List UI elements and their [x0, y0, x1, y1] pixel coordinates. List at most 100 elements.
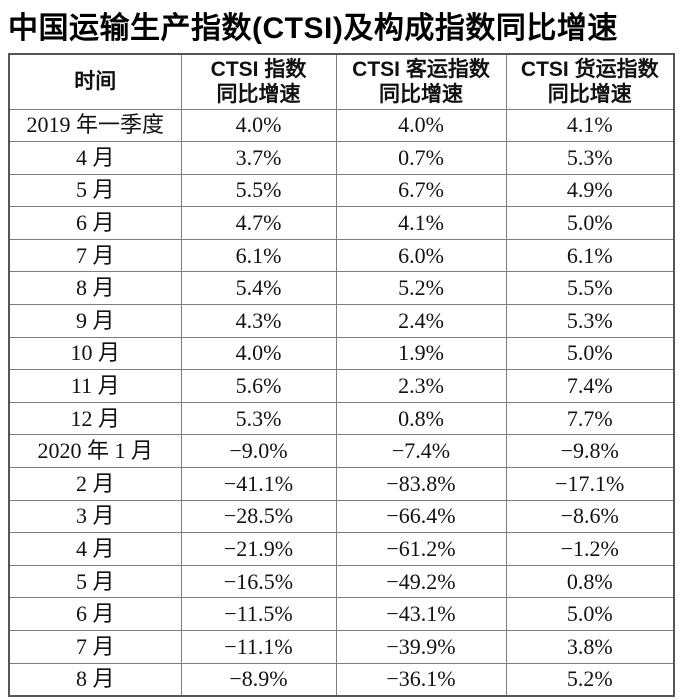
- cell-ctsi: 4.0%: [180, 336, 337, 371]
- header-cell-passenger: CTSI 客运指数 同比增速: [335, 53, 507, 110]
- cell-time: 6 月: [8, 206, 182, 240]
- cell-passenger: 4.0%: [335, 108, 507, 143]
- cell-time: 8 月: [8, 271, 182, 306]
- header-passenger-line1: CTSI 客运指数: [352, 57, 490, 81]
- cell-time: 9 月: [8, 304, 182, 338]
- cell-passenger: −43.1%: [335, 597, 507, 631]
- cell-ctsi: 3.7%: [180, 141, 337, 175]
- table-row: 12 月 5.3% 0.8% 7.7%: [8, 401, 675, 436]
- table-row: 6 月 −11.5% −43.1% 5.0%: [8, 597, 675, 631]
- header-freight-line1: CTSI 货运指数: [520, 57, 659, 81]
- cell-freight: 7.4%: [505, 369, 675, 403]
- cell-passenger: −36.1%: [335, 662, 507, 697]
- header-cell-freight: CTSI 货运指数 同比增速: [505, 53, 675, 110]
- table-row: 6 月 4.7% 4.1% 5.0%: [8, 206, 675, 240]
- cell-time: 11 月: [8, 369, 182, 403]
- cell-time: 8 月: [8, 662, 182, 697]
- cell-passenger: 0.7%: [335, 141, 507, 175]
- cell-ctsi: −28.5%: [180, 499, 337, 534]
- cell-freight: 5.2%: [505, 662, 675, 697]
- cell-freight: 5.3%: [505, 304, 675, 338]
- cell-time: 6 月: [8, 597, 182, 631]
- header-time-line1: 时间: [74, 70, 117, 94]
- table-row: 7 月 −11.1% −39.9% 3.8%: [8, 630, 675, 664]
- cell-ctsi: −21.9%: [180, 532, 337, 566]
- cell-passenger: 5.2%: [335, 271, 507, 306]
- table-row: 5 月 −16.5% −49.2% 0.8%: [8, 564, 675, 599]
- cell-passenger: 6.7%: [335, 173, 507, 208]
- cell-time: 10 月: [8, 336, 182, 371]
- cell-freight: 3.8%: [505, 630, 675, 664]
- cell-time: 2019 年一季度: [8, 108, 182, 143]
- cell-freight: 7.7%: [505, 401, 675, 436]
- cell-passenger: 2.3%: [335, 369, 507, 403]
- cell-time: 2 月: [8, 467, 182, 501]
- header-cell-time: 时间: [8, 53, 182, 110]
- ctsi-table: 时间 CTSI 指数 同比增速 CTSI 客运指数 同比增速 CTSI 货运指数 同比…: [8, 53, 675, 697]
- header-freight-line2: 同比增速: [547, 82, 632, 106]
- table-row: 5 月 5.5% 6.7% 4.9%: [8, 173, 675, 208]
- cell-passenger: 0.8%: [335, 401, 507, 436]
- cell-freight: 0.8%: [505, 564, 675, 599]
- cell-ctsi: −11.5%: [180, 597, 337, 631]
- table-row: 8 月 5.4% 5.2% 5.5%: [8, 271, 675, 306]
- cell-freight: 5.0%: [505, 597, 675, 631]
- cell-ctsi: 4.0%: [180, 108, 337, 143]
- cell-passenger: −39.9%: [335, 630, 507, 664]
- cell-time: 2020 年 1 月: [8, 434, 182, 469]
- cell-time: 7 月: [8, 630, 182, 664]
- table-row: 7 月 6.1% 6.0% 6.1%: [8, 238, 675, 273]
- page-title: 中国运输生产指数(CTSI)及构成指数同比增速: [8, 12, 618, 45]
- table-row: 9 月 4.3% 2.4% 5.3%: [8, 304, 675, 338]
- cell-time: 5 月: [8, 564, 182, 599]
- cell-passenger: −61.2%: [335, 532, 507, 566]
- cell-ctsi: 4.3%: [180, 304, 337, 338]
- cell-ctsi: 5.3%: [180, 401, 337, 436]
- cell-ctsi: 6.1%: [180, 238, 337, 273]
- cell-passenger: −83.8%: [335, 467, 507, 501]
- cell-time: 4 月: [8, 532, 182, 566]
- table-row: 2 月 −41.1% −83.8% −17.1%: [8, 467, 675, 501]
- cell-ctsi: 4.7%: [180, 206, 337, 240]
- cell-passenger: −7.4%: [335, 434, 507, 469]
- table-row: 10 月 4.0% 1.9% 5.0%: [8, 336, 675, 371]
- cell-ctsi: −8.9%: [180, 662, 337, 697]
- cell-ctsi: 5.6%: [180, 369, 337, 403]
- table-row: 2019 年一季度 4.0% 4.0% 4.1%: [8, 108, 675, 143]
- cell-freight: −8.6%: [505, 499, 675, 534]
- header-passenger-line2: 同比增速: [379, 82, 463, 106]
- cell-passenger: −49.2%: [335, 564, 507, 599]
- header-row: 时间 CTSI 指数 同比增速 CTSI 客运指数 同比增速 CTSI 货运指数 同比…: [8, 53, 675, 110]
- cell-time: 3 月: [8, 499, 182, 534]
- table-row: 4 月 3.7% 0.7% 5.3%: [8, 141, 675, 175]
- cell-ctsi: 5.4%: [180, 271, 337, 306]
- table-row: 2020 年 1 月 −9.0% −7.4% −9.8%: [8, 434, 675, 469]
- table-row: 4 月 −21.9% −61.2% −1.2%: [8, 532, 675, 566]
- cell-ctsi: 5.5%: [180, 173, 337, 208]
- table-row: 8 月 −8.9% −36.1% 5.2%: [8, 662, 675, 697]
- cell-freight: 4.9%: [505, 173, 675, 208]
- cell-freight: 5.5%: [505, 271, 675, 306]
- cell-ctsi: −16.5%: [180, 564, 337, 599]
- cell-freight: −9.8%: [505, 434, 675, 469]
- cell-time: 7 月: [8, 238, 182, 273]
- cell-passenger: −66.4%: [335, 499, 507, 534]
- cell-passenger: 4.1%: [335, 206, 507, 240]
- cell-time: 12 月: [8, 401, 182, 436]
- cell-time: 4 月: [8, 141, 182, 175]
- cell-ctsi: −11.1%: [180, 630, 337, 664]
- cell-freight: 4.1%: [505, 108, 675, 143]
- cell-freight: 6.1%: [505, 238, 675, 273]
- cell-freight: −17.1%: [505, 467, 675, 501]
- header-ctsi-line1: CTSI 指数: [210, 57, 307, 81]
- cell-freight: 5.0%: [505, 206, 675, 240]
- cell-freight: 5.0%: [505, 336, 675, 371]
- cell-passenger: 6.0%: [335, 238, 507, 273]
- cell-freight: 5.3%: [505, 141, 675, 175]
- cell-time: 5 月: [8, 173, 182, 208]
- cell-ctsi: −41.1%: [180, 467, 337, 501]
- cell-passenger: 2.4%: [335, 304, 507, 338]
- table-header: 时间 CTSI 指数 同比增速 CTSI 客运指数 同比增速 CTSI 货运指数 同比…: [8, 53, 675, 110]
- header-ctsi-line2: 同比增速: [216, 82, 301, 106]
